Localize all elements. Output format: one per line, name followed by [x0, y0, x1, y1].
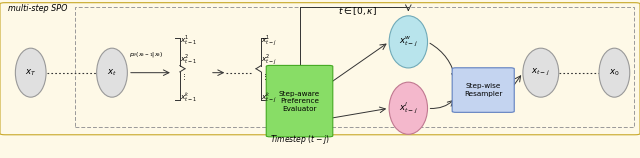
- Ellipse shape: [389, 16, 428, 68]
- Ellipse shape: [599, 48, 630, 97]
- Text: $x_T$: $x_T$: [25, 67, 36, 78]
- FancyBboxPatch shape: [452, 68, 515, 112]
- Text: $\vdots$: $\vdots$: [261, 73, 267, 82]
- Text: multi-step SPO: multi-step SPO: [8, 4, 68, 13]
- Text: Timestep $(t - j)$: Timestep $(t - j)$: [269, 133, 330, 146]
- Text: $x_{t-1}^k$: $x_{t-1}^k$: [180, 90, 198, 104]
- Ellipse shape: [15, 48, 46, 97]
- Text: $x_{t-1}^1$: $x_{t-1}^1$: [180, 33, 198, 47]
- Text: $x_{t-j}^w$: $x_{t-j}^w$: [399, 35, 418, 49]
- Ellipse shape: [523, 48, 559, 97]
- Ellipse shape: [389, 82, 428, 134]
- Text: $t \in [0, \kappa]$: $t \in [0, \kappa]$: [338, 5, 376, 17]
- FancyBboxPatch shape: [0, 3, 640, 135]
- Text: Step-wise
Resampler: Step-wise Resampler: [464, 83, 502, 97]
- Text: $x_{t-1}^2$: $x_{t-1}^2$: [180, 52, 198, 66]
- Ellipse shape: [97, 48, 127, 97]
- Text: $x_0$: $x_0$: [609, 67, 620, 78]
- Text: $x_{t-j}^2$: $x_{t-j}^2$: [261, 52, 277, 67]
- Text: $x_{t-j}^l$: $x_{t-j}^l$: [399, 100, 418, 116]
- Text: $x_{t-j}$: $x_{t-j}$: [531, 67, 550, 78]
- Text: $p_\theta(x_{t-1}|x_t)$: $p_\theta(x_{t-1}|x_t)$: [129, 50, 163, 59]
- Text: $x_{t-j}^k$: $x_{t-j}^k$: [261, 90, 277, 105]
- Text: $x_{t-j}^1$: $x_{t-j}^1$: [261, 33, 277, 48]
- Text: Step-aware
Preference
Evaluator: Step-aware Preference Evaluator: [279, 91, 320, 112]
- FancyBboxPatch shape: [266, 65, 333, 137]
- Text: $\vdots$: $\vdots$: [180, 73, 186, 82]
- Text: $x_t$: $x_t$: [107, 67, 117, 78]
